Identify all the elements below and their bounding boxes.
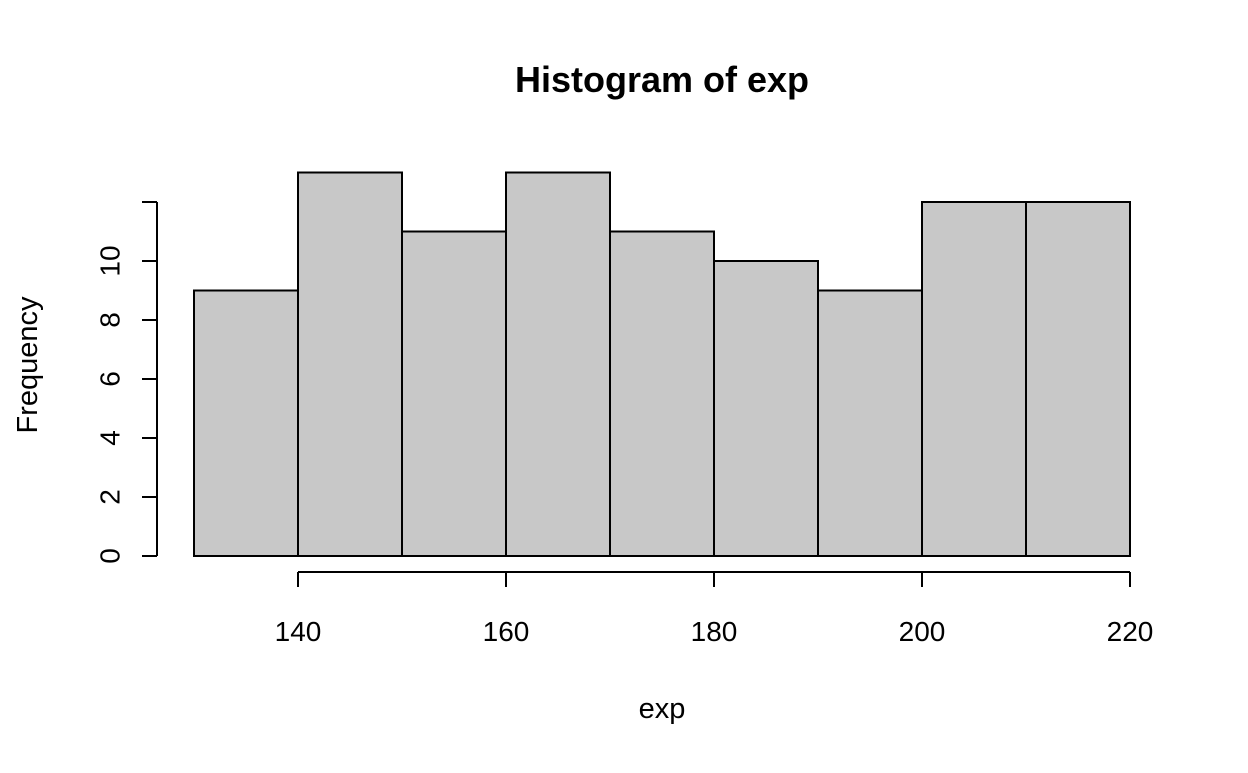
histogram-bar: [193, 289, 299, 557]
x-tick-label: 180: [691, 616, 738, 647]
bars-layer: [193, 171, 1131, 557]
x-axis: 140 160 180 200 220: [275, 571, 1154, 647]
histogram-bar: [505, 171, 611, 557]
histogram-bar: [401, 230, 507, 557]
histogram-bar: [921, 201, 1027, 557]
x-tick-label: 140: [275, 616, 322, 647]
x-tick-label: 200: [899, 616, 946, 647]
y-tick-label: 4: [95, 430, 126, 446]
y-tick-label: 8: [95, 312, 126, 328]
x-tick-label: 160: [483, 616, 530, 647]
y-tick-label: 6: [95, 371, 126, 387]
histogram-bar: [1025, 201, 1131, 557]
y-tick-label: 0: [95, 548, 126, 564]
histogram-bar: [609, 230, 715, 557]
histogram-bar: [817, 289, 923, 557]
x-tick-label: 220: [1107, 616, 1154, 647]
x-axis-label: exp: [639, 693, 686, 725]
histogram-bar: [713, 260, 819, 557]
y-axis-label: Frequency: [12, 296, 44, 434]
histogram-bar: [297, 171, 403, 557]
y-axis: 0 2 4 6 8 10: [95, 201, 158, 564]
y-tick-label: 10: [95, 245, 126, 276]
y-tick-label: 2: [95, 489, 126, 505]
chart-title: Histogram of exp: [515, 59, 809, 100]
